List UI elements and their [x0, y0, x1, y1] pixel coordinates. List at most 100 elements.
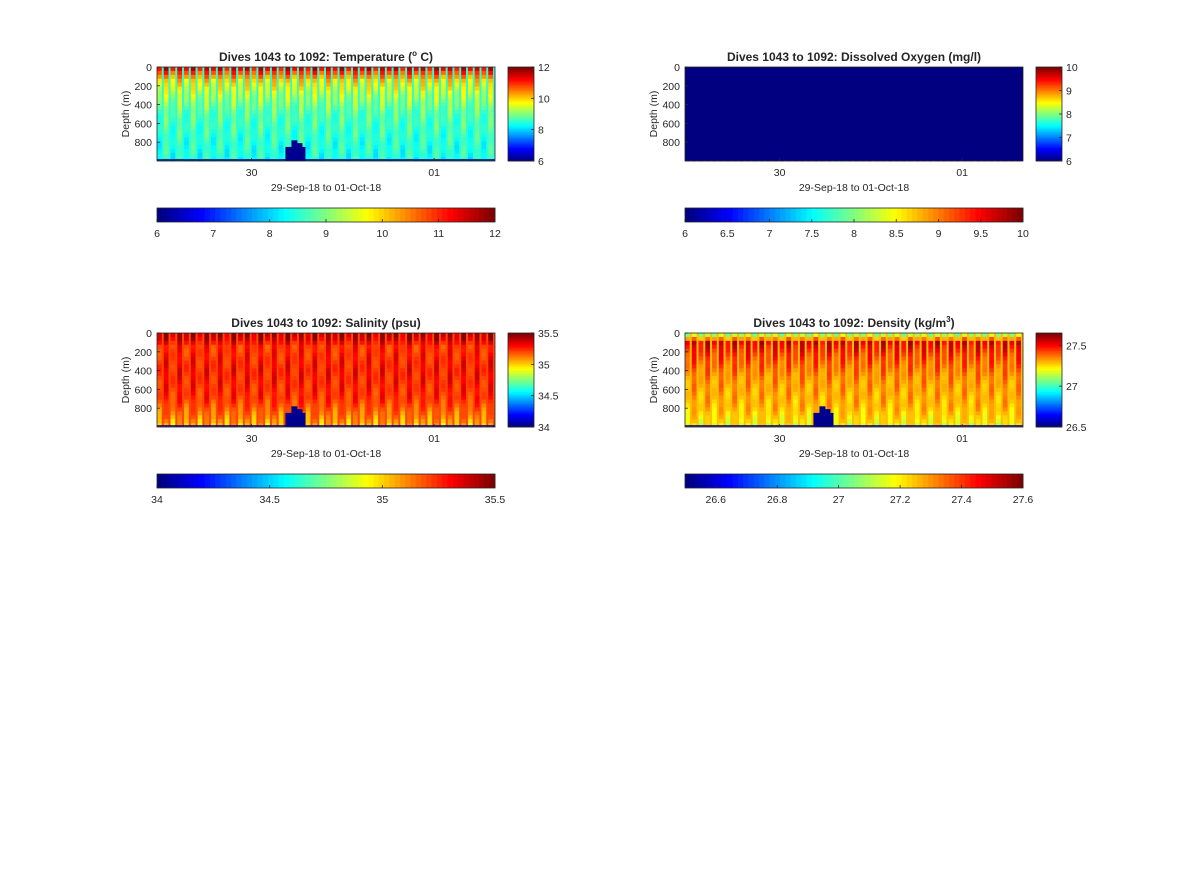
- heat-cell: [271, 102, 277, 107]
- heat-cell: [427, 129, 433, 134]
- heat-cell: [312, 67, 318, 72]
- heat-cell: [278, 121, 284, 127]
- heat-cell: [725, 348, 731, 353]
- heat-cell: [373, 141, 379, 146]
- heat-cell: [319, 383, 325, 389]
- panel-2: Dives 1043 to 1092: Dissolved Oxygen (mg…: [648, 50, 1078, 240]
- heat-cell: [251, 86, 257, 91]
- heat-cell: [197, 399, 203, 404]
- heat-cell: [474, 368, 480, 373]
- heat-cell: [292, 383, 297, 389]
- heat-cell: [366, 364, 372, 369]
- heat-cell: [163, 86, 169, 91]
- heat-cell: [712, 348, 717, 353]
- colorbar-swatch: [1036, 72, 1062, 75]
- heat-cell: [481, 117, 487, 123]
- heat-cell: [718, 117, 724, 123]
- heat-cell: [962, 145, 967, 150]
- colorbar-swatch: [508, 91, 534, 94]
- colorbar-swatch: [1036, 97, 1062, 100]
- heat-cell: [779, 78, 785, 83]
- heat-cell: [454, 411, 460, 416]
- heat-cell: [386, 352, 392, 357]
- colorbar-swatch: [508, 415, 534, 418]
- heat-cell: [211, 67, 216, 72]
- heat-cell: [786, 129, 792, 134]
- heat-cell: [894, 415, 900, 420]
- heat-cell: [427, 380, 433, 385]
- heat-cell: [1002, 94, 1008, 99]
- heat-cell: [380, 78, 385, 83]
- heat-cell: [474, 153, 480, 158]
- heat-cell: [718, 145, 724, 150]
- heat-cell: [373, 133, 379, 138]
- heat-cell: [948, 125, 954, 130]
- heat-cell: [319, 90, 325, 95]
- heat-cell: [887, 380, 893, 385]
- heat-cell: [874, 145, 880, 150]
- heat-cell: [326, 117, 331, 123]
- heat-cell: [346, 82, 352, 87]
- heat-cell: [1009, 145, 1015, 150]
- heat-cell: [353, 86, 358, 91]
- heat-cell: [251, 145, 257, 150]
- heat-cell: [332, 387, 338, 393]
- heat-cell: [380, 407, 385, 412]
- heat-cell: [224, 387, 230, 393]
- heat-cell: [373, 110, 379, 115]
- heat-cell: [319, 121, 325, 127]
- heat-cell: [982, 82, 988, 87]
- heat-cell: [184, 145, 189, 150]
- heat-cell: [447, 399, 453, 404]
- heat-cell: [400, 333, 406, 338]
- heat-cell: [1016, 133, 1022, 138]
- heat-cell: [935, 102, 940, 107]
- heat-cell: [190, 403, 196, 408]
- heat-cell: [258, 340, 264, 346]
- heat-cell: [373, 333, 379, 338]
- heat-cell: [278, 348, 284, 353]
- colorbar-swatch: [690, 208, 696, 222]
- heat-cell: [772, 106, 778, 111]
- y-tick-label: 200: [134, 81, 152, 93]
- heat-cell: [184, 153, 189, 158]
- heat-cell: [948, 145, 954, 150]
- heat-cell: [204, 86, 210, 91]
- heat-cell: [400, 380, 406, 385]
- heat-cell: [488, 415, 494, 420]
- heat-cell: [691, 125, 697, 130]
- heat-cell: [854, 352, 859, 357]
- colorbar-swatch: [508, 368, 534, 371]
- heat-cell: [955, 153, 961, 158]
- heat-cell: [292, 67, 297, 72]
- heat-cell: [793, 383, 798, 389]
- heat-cell: [461, 383, 466, 389]
- heat-cell: [481, 356, 487, 361]
- heat-cell: [224, 372, 230, 377]
- heat-cell: [854, 383, 859, 389]
- heat-cell: [298, 129, 304, 134]
- heat-cell: [386, 387, 392, 393]
- heat-cell: [326, 391, 331, 396]
- heat-cell: [440, 387, 446, 393]
- heat-cell: [894, 86, 900, 91]
- heat-cell: [353, 407, 358, 412]
- heat-cell: [860, 125, 866, 130]
- heat-cell: [339, 145, 345, 150]
- heat-cell: [691, 86, 697, 91]
- heat-cell: [854, 117, 859, 123]
- heat-cell: [806, 106, 812, 111]
- heat-cell: [772, 364, 778, 369]
- heat-cell: [400, 376, 406, 381]
- heat-cell: [739, 141, 744, 146]
- heat-cell: [407, 411, 412, 416]
- heat-cell: [298, 333, 304, 338]
- heat-cell: [847, 372, 853, 377]
- heat-cell: [860, 133, 866, 138]
- heat-cell: [995, 121, 1001, 127]
- colorbar-swatch: [473, 474, 480, 488]
- heat-cell: [745, 70, 751, 76]
- heat-cell: [772, 149, 778, 154]
- heat-cell: [366, 86, 372, 91]
- heat-cell: [393, 70, 399, 76]
